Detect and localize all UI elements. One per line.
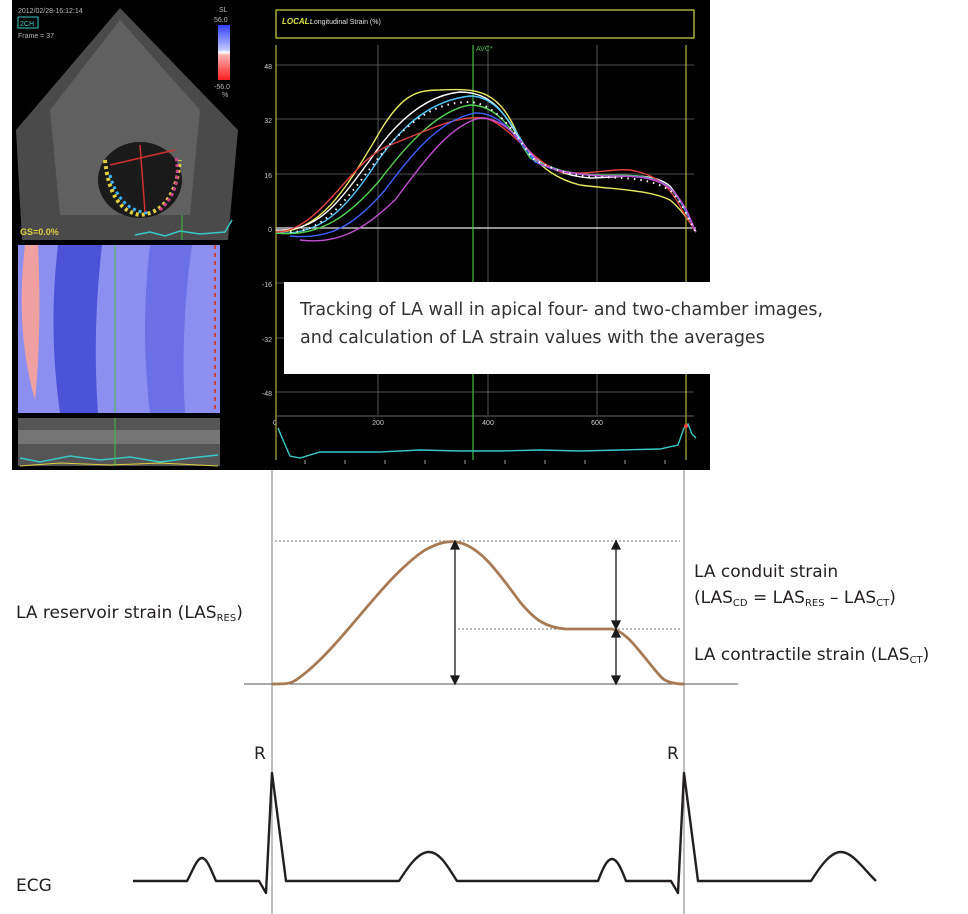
arrowhead [610,675,622,686]
colorbar-min: -56.0 [214,84,230,91]
la-cavity [98,142,182,218]
colorbar [218,25,230,80]
echo-panel: 2012/02/28-16:12:14 2CH Frame = 37 SL 56… [12,0,272,470]
segment-curve [275,116,697,233]
colorbar-label: SL [219,7,228,14]
arrowhead [449,675,461,686]
echo-view: 2CH [20,21,34,28]
caption-line-1: Tracking of LA wall in apical four- and … [300,300,824,320]
r-peak-label-2: R [667,744,679,764]
ecg-label: ECG [16,876,52,896]
segment-curves [275,88,697,242]
x-tick-label: 600 [591,420,603,427]
plot-title: Longitudinal Strain (%) [310,19,381,26]
y-tick-label: 32 [264,118,272,125]
x-tick-label: 400 [482,420,494,427]
r-peak-label-1: R [254,744,266,764]
y-tick-label: 0 [268,227,272,234]
colorbar-max: 56.0 [214,17,228,24]
y-tick-label: 16 [264,173,272,180]
segment-curve [275,88,697,233]
y-tick-label: -16 [262,282,272,289]
y-tick-label: -48 [262,391,272,398]
strain-map [18,245,220,413]
plot-title-box [275,9,695,39]
arrowhead [610,539,622,550]
x-tick-label: 200 [372,420,384,427]
contractile-label: LA contractile strain (LASCT) [694,645,929,666]
arrowhead [610,620,622,631]
colorbar-unit: % [222,92,228,99]
ecg-waveform [133,771,877,895]
view-box [17,16,39,29]
plot-title-prefix: LOCAL: [282,17,313,26]
schematic: LA reservoir strain (LASRES) LA conduit … [16,470,929,914]
plot-ecg-trace [277,422,697,459]
segment-curve [299,117,697,242]
echo-frame: Frame = 37 [18,33,54,40]
conduit-label: LA conduit strain [694,562,838,582]
strain-plot-panel: LOCAL: Longitudinal Strain (%) AVC* 48 3… [262,0,710,470]
x-tick-label: 0 [273,420,277,427]
conduit-formula: (LASCD = LASRES – LASCT) [694,588,896,609]
reservoir-label: LA reservoir strain (LASRES) [16,603,243,624]
arrowhead [610,627,622,638]
arrowhead [449,539,461,550]
gs-label: GS=0.0% [20,227,59,237]
la-strain-curve [271,540,685,686]
la-wall-tracking [103,159,182,218]
strain-map-positive [21,245,40,400]
y-tick-label: -32 [262,337,272,344]
caption-line-2: and calculation of LA strain values with… [300,328,765,348]
echo-timestamp: 2012/02/28-16:12:14 [18,8,83,15]
avc-label: AVC* [476,46,493,53]
plot-background [272,0,710,470]
caption-box: Tracking of LA wall in apical four- and … [284,282,896,374]
y-tick-label: 48 [264,64,272,71]
